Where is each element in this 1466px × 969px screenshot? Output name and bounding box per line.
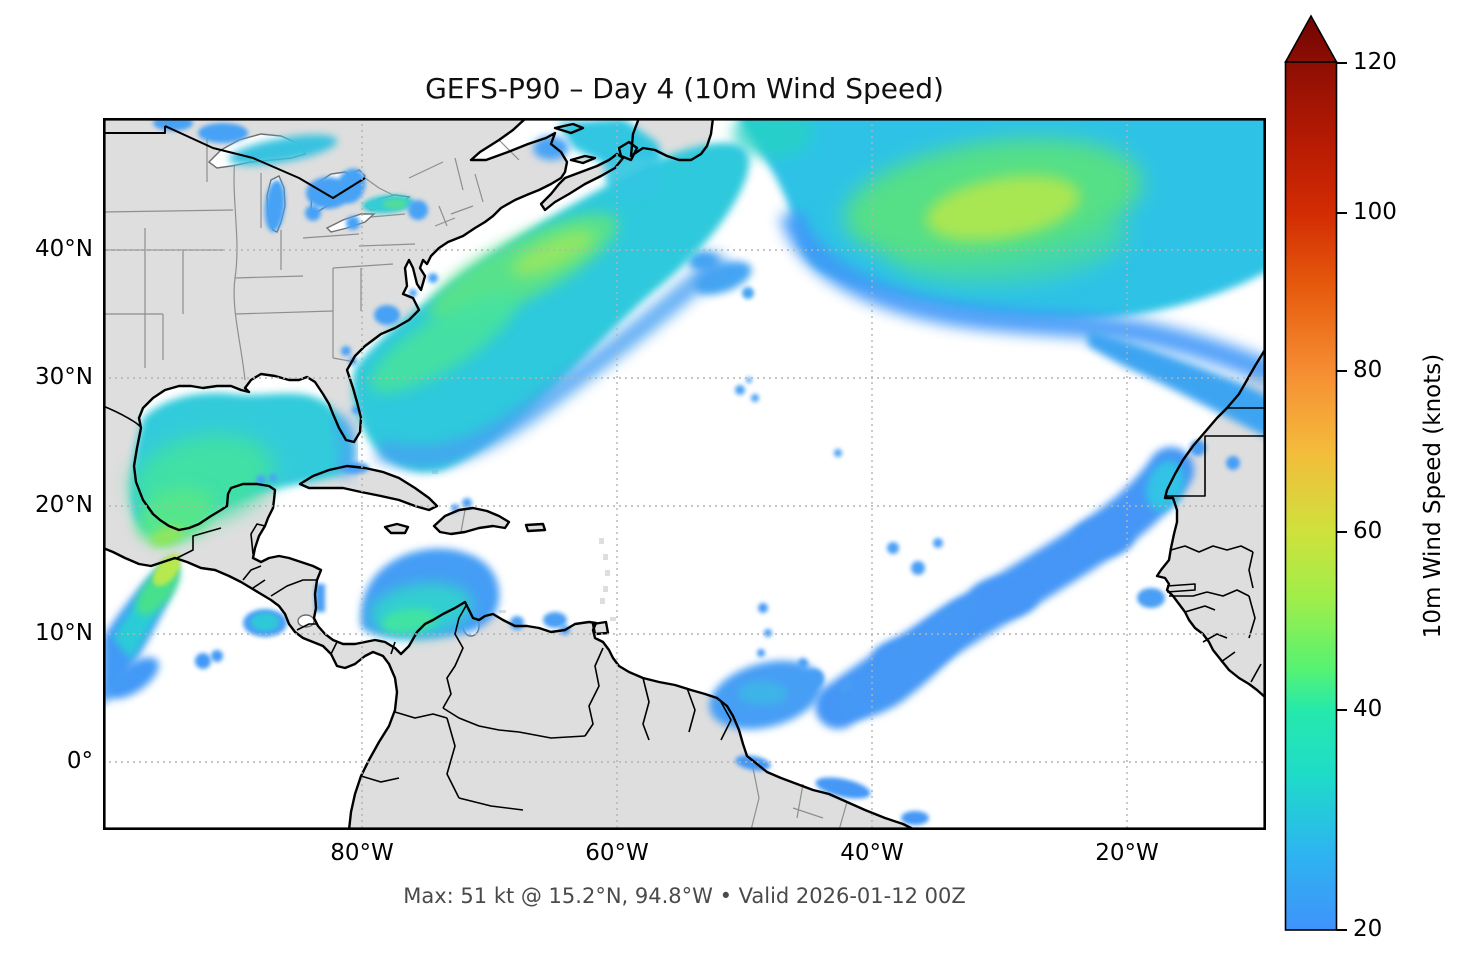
colorbar-extend-arrow [1284, 14, 1338, 63]
max-value-caption: Max: 51 kt @ 15.2°N, 94.8°W • Valid 2026… [403, 884, 966, 908]
x-tick-label: 40°W [840, 840, 904, 866]
gridline-layer [103, 118, 1266, 830]
colorbar [1284, 14, 1347, 931]
y-tick-label: 10°N [35, 620, 93, 646]
y-tick-label: 0° [66, 748, 93, 774]
x-tick-label: 20°W [1095, 840, 1159, 866]
colorbar-gradient [1284, 61, 1338, 931]
coastline-layer [103, 118, 1266, 830]
x-tick-label: 60°W [585, 840, 649, 866]
colorbar-tick-label: 80 [1353, 357, 1383, 383]
x-tick-label: 80°W [330, 840, 394, 866]
y-tick-label: 40°N [35, 236, 93, 262]
y-tick-label: 30°N [35, 364, 93, 390]
y-tick-label: 20°N [35, 492, 93, 518]
map-canvas [103, 118, 1266, 830]
colorbar-tick-label: 60 [1353, 518, 1383, 544]
chart-title: GEFS-P90 – Day 4 (10m Wind Speed) [425, 72, 944, 105]
colorbar-ticks [1336, 62, 1347, 931]
plot-frame [103, 118, 1266, 830]
colorbar-tick-label: 20 [1353, 916, 1383, 942]
colorbar-tick-label: 40 [1353, 696, 1383, 722]
colorbar-tick-label: 100 [1353, 199, 1397, 225]
country-border-layer [103, 405, 1266, 811]
colorbar-label: 10m Wind Speed (knots) [1420, 353, 1446, 639]
colorbar-tick-label: 120 [1353, 49, 1397, 75]
wind-field-layer [103, 118, 1266, 825]
map-panel [103, 118, 1266, 830]
